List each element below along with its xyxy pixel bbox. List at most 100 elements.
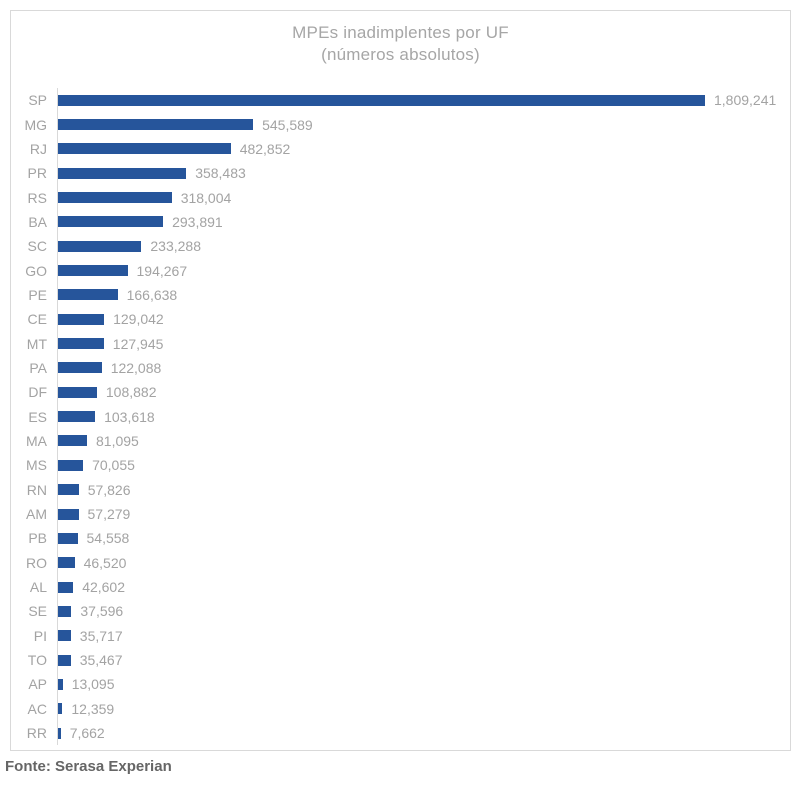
- bar-track: 1,809,241: [57, 88, 784, 113]
- value-label: 166,638: [126, 286, 178, 303]
- category-label: PI: [33, 627, 47, 644]
- bar-row: PB 54,558: [11, 526, 784, 551]
- value-label: 293,891: [172, 213, 223, 230]
- bar: [58, 192, 172, 204]
- bar-row: MS 70,055: [11, 453, 784, 478]
- bar-row: AL 42,602: [11, 574, 784, 600]
- bar: [58, 167, 187, 179]
- bar-track: 13,095: [57, 672, 784, 697]
- value-label: 35,717: [79, 627, 123, 644]
- category-label: PR: [27, 165, 47, 182]
- category-label: RJ: [29, 140, 47, 157]
- category-label: ES: [28, 408, 47, 425]
- category-label: PE: [28, 286, 47, 303]
- category-label: AP: [28, 676, 47, 693]
- bar-track: 54,558: [57, 526, 784, 551]
- value-label: 545,589: [262, 116, 313, 133]
- category-label: MT: [26, 335, 47, 352]
- bar: [58, 605, 72, 617]
- bar-row: RO 46,520: [11, 550, 784, 575]
- bar-track: 7,662: [57, 720, 784, 746]
- value-label: 122,088: [110, 359, 162, 376]
- category-label: RO: [26, 554, 47, 571]
- bar-row: TO 35,467: [11, 647, 784, 673]
- bar-track: 545,589: [57, 112, 784, 137]
- bar-track: 129,042: [57, 307, 784, 332]
- bar-row: PE 166,638: [11, 282, 784, 308]
- chart-title: MPEs inadimplentes por UF (números absol…: [11, 22, 790, 66]
- value-label: 358,483: [195, 165, 246, 182]
- value-label: 37,596: [80, 603, 124, 620]
- category-label: SC: [27, 238, 47, 255]
- bar: [58, 630, 71, 642]
- category-label: AC: [27, 700, 47, 717]
- bar-row: RS 318,004: [11, 185, 784, 210]
- chart-title-line2: (números absolutos): [321, 45, 480, 64]
- bar: [58, 94, 705, 106]
- category-label: RN: [26, 481, 47, 498]
- bar-track: 108,882: [57, 380, 784, 405]
- source-note: Fonte: Serasa Experian: [5, 758, 172, 775]
- chart-title-line1: MPEs inadimplentes por UF: [292, 23, 509, 42]
- bar: [58, 338, 104, 350]
- bar-track: 122,088: [57, 355, 784, 381]
- bar-chart-plot-area: SP 1,809,241 MG 545,589 RJ 482,852 PR 358,483 RS…: [11, 88, 784, 746]
- value-label: 81,095: [96, 432, 139, 449]
- bar-track: 70,055: [57, 453, 784, 478]
- bar-track: 127,945: [57, 331, 784, 356]
- value-label: 42,602: [82, 579, 126, 596]
- bar: [58, 703, 63, 715]
- bar-track: 103,618: [57, 404, 784, 429]
- value-label: 12,359: [71, 700, 115, 717]
- bar-row: GO 194,267: [11, 258, 784, 283]
- bar: [58, 678, 63, 690]
- bar-row: RR 7,662: [11, 720, 784, 746]
- value-label: 194,267: [136, 262, 188, 279]
- category-label: RS: [27, 189, 47, 206]
- bar-row: ES 103,618: [11, 404, 784, 429]
- bar-row: CE 129,042: [11, 307, 784, 332]
- value-label: 127,945: [112, 335, 164, 352]
- bar: [58, 313, 105, 325]
- value-label: 54,558: [86, 530, 130, 547]
- bar: [58, 654, 71, 666]
- category-label: SP: [28, 92, 47, 109]
- bar-row: AC 12,359: [11, 696, 784, 721]
- value-label: 13,095: [71, 676, 115, 693]
- bar: [58, 532, 78, 544]
- bar-track: 42,602: [57, 574, 784, 600]
- bar-row: AP 13,095: [11, 672, 784, 697]
- category-label: DF: [28, 384, 47, 401]
- category-label: AL: [29, 579, 47, 596]
- value-label: 129,042: [113, 311, 164, 328]
- category-label: RR: [26, 725, 47, 742]
- bar-row: SP 1,809,241: [11, 88, 784, 113]
- bar-row: RJ 482,852: [11, 136, 784, 162]
- bar: [58, 484, 79, 496]
- category-label: SE: [28, 603, 47, 620]
- bar-track: 46,520: [57, 550, 784, 575]
- bar: [58, 362, 102, 374]
- bar-track: 81,095: [57, 428, 784, 454]
- bar-row: SE 37,596: [11, 599, 784, 624]
- bar-row: PA 122,088: [11, 355, 784, 381]
- bar-track: 293,891: [57, 209, 784, 235]
- bar-row: DF 108,882: [11, 380, 784, 405]
- bar: [58, 557, 75, 569]
- bar-row: AM 57,279: [11, 501, 784, 527]
- bar-track: 57,279: [57, 501, 784, 527]
- bar-row: BA 293,891: [11, 209, 784, 235]
- bar: [58, 240, 142, 252]
- category-label: PB: [28, 530, 47, 547]
- value-label: 35,467: [79, 652, 123, 669]
- bar: [58, 459, 84, 471]
- bar-track: 358,483: [57, 161, 784, 186]
- bar-track: 35,467: [57, 647, 784, 673]
- value-label: 233,288: [150, 238, 201, 255]
- bar: [58, 581, 74, 593]
- value-label: 318,004: [180, 189, 232, 206]
- value-label: 57,826: [87, 481, 131, 498]
- value-label: 57,279: [87, 506, 131, 523]
- value-label: 7,662: [69, 725, 105, 742]
- bar-row: MT 127,945: [11, 331, 784, 356]
